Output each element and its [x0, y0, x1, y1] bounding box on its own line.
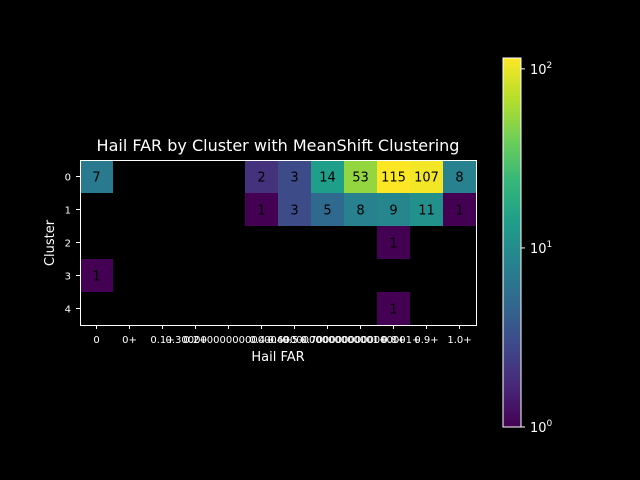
- cell-value-label: 14: [319, 171, 336, 186]
- cell-value-label: 9: [389, 204, 397, 219]
- x-tick-label: 0.1+: [150, 335, 174, 346]
- heatmap-cell: [80, 160, 113, 193]
- cell-value-label: 8: [356, 204, 364, 219]
- x-tick-label: 0.4+: [249, 335, 273, 346]
- colorbar-tick-label: 100: [530, 419, 553, 436]
- cell-value-label: 3: [290, 204, 298, 219]
- cell-value-label: 53: [352, 171, 369, 186]
- cell-value-label: 1: [455, 204, 463, 219]
- y-tick-label: 3: [65, 272, 71, 283]
- cell-value-label: 107: [414, 171, 439, 186]
- x-tick-label: 0.8+: [381, 335, 405, 346]
- cell-value-label: 3: [290, 171, 298, 186]
- cell-value-label: 5: [323, 204, 331, 219]
- cell-value-label: 2: [257, 171, 265, 186]
- x-tick-label: 0.7000000000000001+: [301, 335, 421, 346]
- x-tick-label: 0.5+: [282, 335, 306, 346]
- plot-frame: [80, 160, 477, 326]
- x-axis-label: Hail FAR: [251, 350, 304, 365]
- heatmap-cell: [278, 193, 311, 226]
- heatmap-cell: [245, 160, 278, 193]
- x-tick-label: 0+: [122, 335, 137, 346]
- chart-title: Hail FAR by Cluster with MeanShift Clust…: [97, 136, 460, 155]
- x-tick-label: 0.6000000000000001+: [268, 335, 388, 346]
- cell-value-label: 1: [92, 270, 100, 285]
- colorbar-ticks: 100 101 102: [521, 61, 553, 436]
- y-axis-label: Cluster: [43, 219, 58, 266]
- heatmap-cell: [311, 160, 344, 193]
- heatmap-cell: [377, 292, 410, 325]
- heatmap-cell: [377, 226, 410, 259]
- heatmap-cell: [410, 193, 443, 226]
- heatmap-cell: [410, 160, 443, 193]
- x-tick-label: 0.2+: [183, 335, 207, 346]
- x-tick-label: 0.9+: [414, 335, 438, 346]
- cell-value-label: 8: [455, 171, 463, 186]
- x-tick-label: 1.0+: [447, 335, 471, 346]
- x-tick-label: 0: [93, 335, 99, 346]
- y-tick-label: 2: [65, 239, 71, 250]
- heatmap-cells: [80, 160, 476, 325]
- cell-value-label: 7: [92, 171, 100, 186]
- colorbar-frame: [502, 57, 522, 428]
- heatmap-cell: [344, 193, 377, 226]
- heatmap-cell: [245, 193, 278, 226]
- cell-value-label: 1: [389, 303, 397, 318]
- heatmap-cell: [80, 259, 113, 292]
- colorbar-tick-label: 101: [530, 240, 552, 257]
- heatmap-cell: [311, 193, 344, 226]
- heatmap-cell: [278, 160, 311, 193]
- heatmap-cell: [443, 193, 476, 226]
- heatmap-cell: [377, 193, 410, 226]
- cell-value-label: 115: [381, 171, 406, 186]
- y-axis-ticks: 0 1 2 3 4: [65, 173, 80, 316]
- x-tick-label: 0.30000000000000004+: [165, 335, 291, 346]
- cell-value-label: 1: [389, 237, 397, 252]
- colorbar-tick-label: 102: [530, 61, 552, 78]
- heatmap-cell: [443, 160, 476, 193]
- colorbar: [503, 58, 521, 427]
- y-tick-label: 0: [65, 173, 71, 184]
- y-tick-label: 4: [65, 305, 71, 316]
- x-axis-ticks: 0 0+ 0.1+ 0.2+0.30000000000000004+0.4+ 0.5+0…: [93, 325, 472, 346]
- heatmap-cell: [344, 160, 377, 193]
- heatmap-cell: [377, 160, 410, 193]
- cell-value-label: 11: [418, 204, 435, 219]
- y-tick-label: 1: [65, 206, 71, 217]
- cell-value-label: 1: [257, 204, 265, 219]
